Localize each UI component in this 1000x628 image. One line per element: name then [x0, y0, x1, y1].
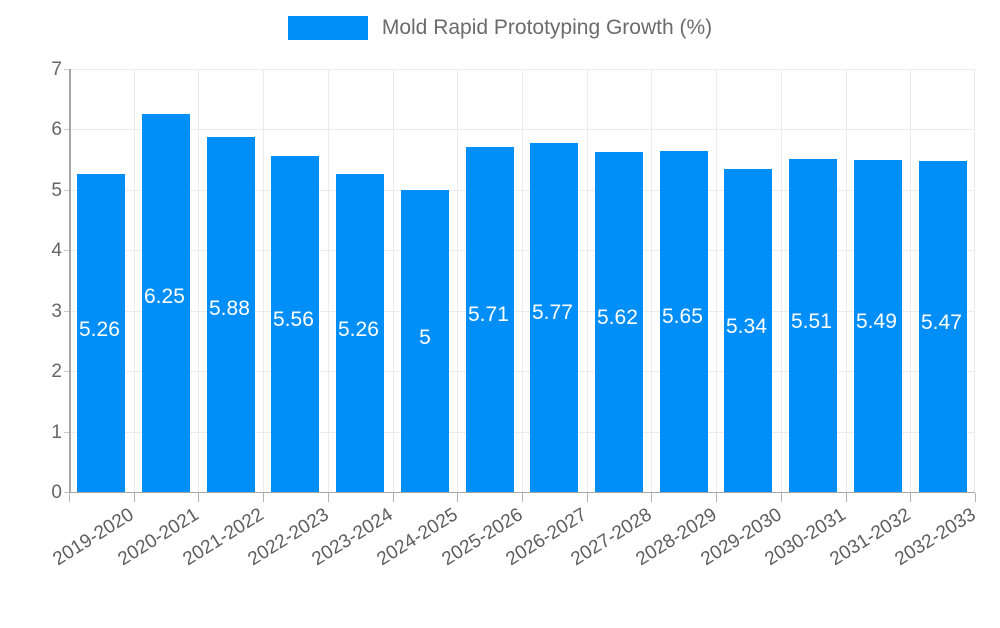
- legend-color-swatch: [287, 16, 368, 40]
- gridline-vertical: [263, 69, 264, 492]
- bar-value-label: 5.77: [532, 301, 573, 324]
- bar[interactable]: [595, 152, 643, 492]
- bar-value-label: 5.62: [597, 306, 638, 329]
- bar[interactable]: [724, 169, 772, 492]
- y-axis-tick-mark: [64, 250, 70, 252]
- gridline-vertical: [134, 69, 135, 492]
- x-axis-tick-mark: [587, 493, 588, 502]
- legend-entry-growth[interactable]: Mold Rapid Prototyping Growth (%): [287, 16, 713, 40]
- y-axis-line: [69, 69, 71, 493]
- x-axis-tick-mark: [975, 493, 976, 502]
- gridline-vertical: [651, 69, 652, 492]
- bar-value-label: 5.88: [209, 297, 250, 320]
- bar[interactable]: [660, 151, 708, 492]
- gridline-vertical: [974, 69, 975, 492]
- bar-value-label: 5.51: [791, 310, 832, 333]
- x-axis-line: [69, 492, 975, 493]
- y-axis-tick-label: 5: [51, 179, 62, 201]
- bar-value-label: 5.49: [856, 310, 897, 333]
- y-axis-tick-label: 2: [51, 361, 62, 383]
- x-axis-tick-mark: [457, 493, 458, 502]
- x-axis-tick-mark: [69, 493, 70, 502]
- bar[interactable]: [336, 174, 384, 492]
- bar-value-label: 5.34: [726, 315, 767, 338]
- bar[interactable]: [466, 147, 514, 492]
- y-axis-tick-label: 7: [51, 59, 62, 80]
- x-axis-tick-mark: [846, 493, 847, 502]
- gridline-vertical: [910, 69, 911, 492]
- y-axis-tick-mark: [64, 69, 70, 70]
- gridline-vertical: [393, 69, 394, 492]
- bar-value-label: 5: [419, 326, 431, 349]
- gridline-horizontal: [69, 69, 975, 70]
- x-axis-tick-mark: [781, 493, 782, 502]
- bar-value-label: 5.47: [921, 311, 962, 334]
- x-axis-tick-mark: [716, 493, 717, 502]
- x-axis-tick-mark: [522, 493, 523, 502]
- bar[interactable]: [530, 143, 578, 492]
- bar[interactable]: [207, 137, 255, 492]
- bar[interactable]: [142, 114, 190, 492]
- y-axis-tick-mark: [64, 431, 70, 433]
- y-axis-tick-label: 3: [51, 300, 62, 322]
- y-axis-tick-mark: [64, 129, 70, 131]
- gridline-vertical: [846, 69, 847, 492]
- gridline-vertical: [198, 69, 199, 492]
- gridline-vertical: [328, 69, 329, 492]
- y-axis-tick-mark: [64, 371, 70, 373]
- gridline-vertical: [716, 69, 717, 492]
- bar[interactable]: [919, 161, 967, 492]
- bar-value-label: 5.65: [662, 305, 703, 328]
- x-axis-tick-mark: [198, 493, 199, 502]
- plot-area: 5.26 6.25 5.88 5.56 5.26 5 5.71 5.77 5.62 5.65 5.3…: [69, 69, 975, 493]
- gridline-vertical: [522, 69, 523, 492]
- y-axis-tick-label: 1: [51, 421, 62, 443]
- y-axis-tick-label: 6: [51, 119, 62, 141]
- bar[interactable]: [77, 174, 125, 492]
- y-axis: 0 1 2 3 4 5 6 7: [0, 0, 70, 600]
- gridline-vertical: [457, 69, 458, 492]
- bar-value-label: 6.25: [144, 285, 185, 308]
- bar-value-label: 5.26: [79, 318, 120, 341]
- chart-legend: Mold Rapid Prototyping Growth (%): [0, 0, 1000, 56]
- bar[interactable]: [789, 159, 837, 492]
- x-axis-tick-mark: [328, 493, 329, 502]
- bar-value-label: 5.56: [273, 308, 314, 331]
- x-axis-tick-mark: [134, 493, 135, 502]
- x-axis-tick-mark: [263, 493, 264, 502]
- bar[interactable]: [271, 156, 319, 492]
- x-axis-tick-mark: [910, 493, 911, 502]
- y-axis-tick-label: 0: [51, 482, 62, 503]
- bar[interactable]: [854, 160, 902, 492]
- bar-value-label: 5.26: [338, 318, 379, 341]
- bar[interactable]: [401, 190, 449, 492]
- gridline-vertical: [781, 69, 782, 492]
- legend-label: Mold Rapid Prototyping Growth (%): [381, 16, 713, 39]
- gridline-vertical: [587, 69, 588, 492]
- x-axis-tick-mark: [651, 493, 652, 502]
- y-axis-tick-mark: [64, 492, 70, 493]
- y-axis-tick-label: 4: [51, 240, 62, 262]
- bar-value-label: 5.71: [468, 303, 509, 326]
- x-axis-tick-mark: [393, 493, 394, 502]
- y-axis-tick-mark: [64, 189, 70, 191]
- y-axis-tick-mark: [64, 310, 70, 312]
